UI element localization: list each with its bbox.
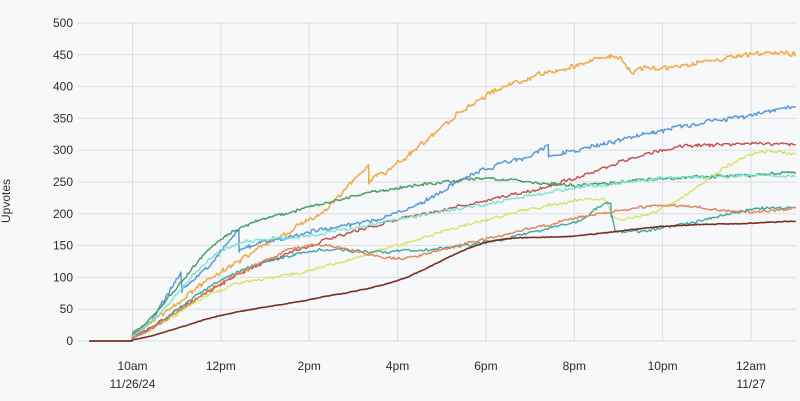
svg-text:11/27: 11/27 xyxy=(736,377,765,391)
svg-text:4pm: 4pm xyxy=(386,359,409,373)
svg-text:11/26/24: 11/26/24 xyxy=(110,377,156,391)
svg-text:50: 50 xyxy=(60,302,74,316)
svg-text:350: 350 xyxy=(53,111,73,125)
svg-text:200: 200 xyxy=(53,207,73,221)
svg-text:100: 100 xyxy=(53,270,73,284)
svg-text:400: 400 xyxy=(53,80,73,94)
svg-text:0: 0 xyxy=(66,334,73,348)
svg-text:8pm: 8pm xyxy=(563,359,586,373)
svg-text:10pm: 10pm xyxy=(648,359,678,373)
svg-text:6pm: 6pm xyxy=(474,359,497,373)
svg-text:12pm: 12pm xyxy=(206,359,236,373)
svg-text:150: 150 xyxy=(53,239,73,253)
svg-text:300: 300 xyxy=(53,143,73,157)
svg-text:10am: 10am xyxy=(117,359,147,373)
svg-text:12am: 12am xyxy=(736,359,766,373)
svg-text:250: 250 xyxy=(53,175,73,189)
svg-text:500: 500 xyxy=(53,16,73,30)
svg-text:2pm: 2pm xyxy=(298,359,321,373)
svg-text:450: 450 xyxy=(53,48,73,62)
